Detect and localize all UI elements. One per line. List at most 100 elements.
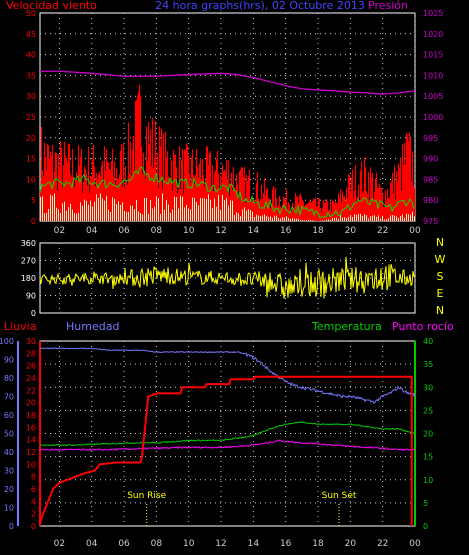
y-tick-label: 30	[4, 467, 14, 476]
x-tick-label: 04	[86, 226, 98, 236]
x-tick-label: 12	[215, 539, 226, 549]
wind-avg-series	[39, 166, 415, 219]
y-tick-label: 26	[26, 362, 36, 371]
humidity-series	[39, 347, 416, 405]
x-tick-label: 04	[86, 539, 98, 549]
y-tick-label: 35	[423, 360, 433, 369]
y-tick-label: 0	[31, 217, 36, 226]
y-tick-label: 1020	[423, 30, 443, 39]
x-tick-label: 10	[183, 539, 195, 549]
y-tick-label: 24	[26, 374, 36, 383]
y-tick-label: 10	[423, 476, 433, 485]
y-tick-label: 10	[26, 460, 36, 469]
compass-label: N	[436, 304, 444, 317]
x-tick-label: 02	[54, 539, 65, 549]
y-tick-label: 45	[26, 30, 36, 39]
y-tick-label: 20	[4, 485, 14, 494]
compass-label: S	[437, 270, 444, 283]
y-tick-label: 22	[26, 386, 36, 395]
y-tick-label: 1010	[423, 71, 443, 80]
x-tick-label: 06	[118, 539, 130, 549]
x-tick-label: 22	[377, 539, 388, 549]
y-tick-label: 8	[31, 473, 36, 482]
y-tick-label: 360	[21, 239, 36, 248]
y-tick-label: 980	[423, 196, 438, 205]
y-tick-label: 30	[423, 383, 433, 392]
dewpoint-series	[39, 439, 416, 452]
compass-label: E	[437, 287, 444, 300]
y-tick-label: 990	[423, 155, 438, 164]
y-tick-label: 975	[423, 217, 438, 226]
y-tick-label: 80	[4, 374, 14, 383]
y-tick-label: 0	[31, 309, 36, 318]
y-tick-label: 10	[26, 175, 36, 184]
rain-series	[39, 375, 413, 526]
y-tick-label: 0	[31, 522, 36, 531]
y-tick-label: 30	[26, 92, 36, 101]
x-tick-label: 02	[54, 226, 65, 236]
x-tick-label: 18	[312, 539, 324, 549]
x-tick-label: 22	[377, 226, 388, 236]
y-tick-label: 0	[423, 522, 428, 531]
y-tick-label: 20	[423, 430, 433, 439]
x-tick-label: 20	[345, 226, 357, 236]
y-tick-label: 50	[4, 430, 14, 439]
y-tick-label: 28	[26, 349, 36, 358]
y-tick-label: 40	[26, 51, 36, 60]
y-tick-label: 1025	[423, 9, 443, 18]
y-tick-label: 985	[423, 175, 438, 184]
chart-title: 24 hora graphs(hrs), 02 Octubre 2013	[155, 0, 365, 12]
humidity-axis-title: Humedad	[66, 320, 119, 333]
y-tick-label: 35	[26, 71, 36, 80]
x-tick-label: 12	[215, 226, 226, 236]
y-tick-label: 16	[26, 423, 36, 432]
y-tick-label: 15	[423, 453, 433, 462]
y-tick-label: 60	[4, 411, 14, 420]
wind-direction-series	[39, 256, 416, 299]
x-tick-label: 06	[118, 226, 130, 236]
y-tick-label: 20	[26, 134, 36, 143]
x-tick-label: 16	[280, 539, 292, 549]
wind-low-series	[40, 193, 415, 221]
pressure-series	[40, 70, 416, 95]
pressure-axis-title: Presión	[368, 0, 408, 12]
rain-axis-bar	[39, 341, 41, 526]
compass-label: W	[435, 253, 446, 266]
x-tick-label: 14	[248, 226, 260, 236]
x-tick-label: 20	[345, 539, 357, 549]
rain-humidity-temperature-chart: 0102030405060708090100024681012141618202…	[0, 337, 433, 549]
wind-speed-pressure-chart: 0510152025303540455097598098599099510001…	[26, 9, 444, 236]
y-tick-label: 2	[31, 510, 36, 519]
compass-label: N	[436, 236, 444, 249]
dewpoint-axis-title: Punto rocío	[392, 320, 454, 333]
y-tick-label: 1005	[423, 92, 443, 101]
y-tick-label: 0	[9, 522, 14, 531]
rain-axis-title: Lluvia	[4, 320, 36, 333]
plot-frame	[39, 340, 416, 527]
y-tick-label: 5	[31, 196, 36, 205]
y-tick-label: 5	[423, 499, 428, 508]
y-tick-label: 995	[423, 134, 438, 143]
y-tick-label: 40	[4, 448, 14, 457]
annotation-label: Sun Rise	[127, 491, 166, 501]
y-tick-label: 40	[423, 337, 433, 346]
x-tick-label: 08	[151, 226, 163, 236]
x-tick-label: 10	[183, 226, 195, 236]
temperature-series	[39, 421, 416, 447]
y-tick-label: 25	[423, 406, 433, 415]
y-tick-label: 6	[31, 485, 36, 494]
y-tick-label: 1015	[423, 51, 443, 60]
y-tick-label: 14	[26, 436, 36, 445]
x-tick-label: 00	[409, 539, 421, 549]
y-tick-label: 50	[26, 9, 36, 18]
y-tick-label: 20	[26, 399, 36, 408]
y-tick-label: 180	[21, 274, 36, 283]
y-tick-label: 70	[4, 393, 14, 402]
y-tick-label: 12	[26, 448, 36, 457]
y-tick-label: 15	[26, 155, 36, 164]
y-tick-label: 18	[26, 411, 36, 420]
y-tick-label: 25	[26, 113, 36, 122]
y-tick-label: 90	[26, 292, 36, 301]
temperature-axis-title: Temperatura	[311, 320, 382, 333]
